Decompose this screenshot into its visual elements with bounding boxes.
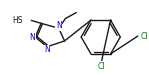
Text: N: N (29, 32, 35, 41)
Text: HS: HS (12, 16, 23, 25)
Text: N: N (56, 21, 62, 30)
Text: N: N (44, 45, 50, 54)
Text: Cl: Cl (141, 32, 148, 40)
Text: Cl: Cl (98, 62, 105, 71)
